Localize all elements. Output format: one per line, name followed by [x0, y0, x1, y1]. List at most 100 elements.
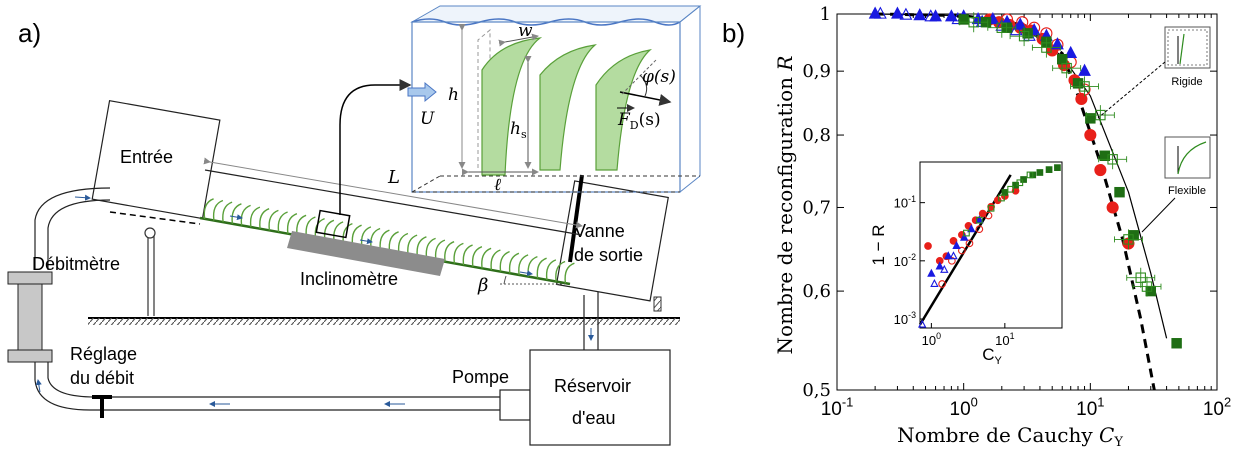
data-point: [965, 239, 974, 248]
data-point: [1001, 189, 1009, 196]
beta-arc: [503, 275, 507, 285]
flowmeter-bottom: [7, 349, 53, 363]
data-point: [958, 14, 969, 25]
inset-y-label: 1 − R: [869, 224, 888, 265]
zoom-arrow: [339, 79, 412, 215]
flexible-label: Flexible: [1168, 185, 1206, 197]
panel-a-schematic: a) Entrée Vanne de sortie: [7, 5, 702, 446]
data-point: [976, 216, 983, 224]
error-bar: [1009, 26, 1039, 47]
inset-axis-ticks: 100 101 10-3 10-2 10-1: [894, 194, 1015, 348]
y-tick-label: 0,7: [802, 197, 831, 218]
blade: [490, 249, 501, 271]
y-axis-label: Nombre de reconfiguration R: [773, 56, 797, 355]
blade: [481, 247, 492, 269]
data-point: [1007, 185, 1015, 193]
rigid-icon: [1179, 33, 1185, 65]
error-bar: [1126, 267, 1156, 288]
pivot: [144, 227, 156, 239]
y-tick-label: 0,5: [802, 380, 831, 401]
data-point: [949, 251, 958, 260]
inset-x-tick-label: 100: [922, 331, 941, 348]
data-point: [899, 7, 913, 20]
flowmeter-label: Débitmètre: [32, 254, 120, 274]
data-point: [1045, 166, 1053, 173]
blade: [360, 226, 372, 247]
valve-label-1: Réglage: [70, 344, 137, 364]
x-tick-label: 102: [1203, 394, 1231, 420]
reservoir-label-1: Réservoir: [554, 376, 631, 396]
blade: [545, 259, 557, 280]
data-point: [935, 261, 944, 270]
blade-1: [481, 37, 543, 176]
inset-y-tick-label: 10-3: [894, 310, 916, 327]
data-point: [948, 256, 956, 265]
blade: [518, 254, 529, 275]
channel-flow-arrow: [359, 238, 373, 245]
data-point: [930, 278, 939, 287]
blade: [564, 262, 575, 284]
flow-arrow-1: [74, 194, 91, 201]
panel-b-label: b): [722, 18, 745, 48]
width-symbol: w: [518, 21, 533, 41]
blade: [222, 201, 233, 223]
error-bar: [987, 17, 1017, 38]
channel-flow-arrow: [519, 270, 533, 277]
data-point: [987, 204, 995, 212]
data-point: [1026, 171, 1034, 179]
data-point: [960, 232, 969, 241]
data-point: [993, 196, 1002, 205]
blade: [499, 250, 510, 272]
data-point: [949, 237, 958, 245]
data-point: [924, 242, 932, 250]
depth-symbol: h: [448, 85, 459, 105]
reservoir-label-2: d'eau: [572, 408, 615, 428]
length-arrow: [203, 157, 583, 229]
data-point: [938, 280, 946, 288]
data-point: [1085, 113, 1096, 124]
data-point: [873, 6, 887, 19]
blade: [425, 237, 436, 259]
drag-force-symbol: FD(s): [617, 110, 661, 132]
blade: [388, 231, 399, 252]
blade: [277, 211, 288, 233]
data-point: [1054, 164, 1061, 171]
blade: [370, 227, 381, 249]
blade: [351, 224, 362, 246]
blade: [268, 209, 279, 231]
inset-y-tick-label: 10-2: [894, 252, 916, 269]
outlet-label-1: Vanne: [574, 221, 625, 241]
rigid-label: Rigide: [1171, 76, 1202, 88]
panel-b-chart: b) 10-1 100 101 102 0,5 0,6 0,7 0,8 0,9 1 Nombre …: [722, 4, 1231, 450]
ground-hatching: [88, 318, 680, 325]
blade: [397, 232, 409, 254]
blade: [249, 206, 261, 228]
panel-a-label: a): [18, 18, 41, 48]
x-tick-label: 100: [950, 394, 978, 420]
blade: [444, 241, 455, 262]
flexible-icon: [1177, 141, 1207, 175]
blade: [212, 199, 224, 221]
blade: [471, 246, 483, 267]
x-tick-label: 101: [1076, 394, 1104, 420]
length-symbol: L: [387, 167, 400, 188]
inset-x-tick-label: 101: [995, 331, 1014, 348]
blade: [453, 242, 464, 264]
blade-3: [595, 49, 652, 171]
blade: [536, 257, 547, 279]
blade: [434, 239, 446, 261]
inlet-grid: [109, 211, 201, 225]
data-point: [1084, 128, 1097, 142]
error-bar: [1052, 58, 1082, 79]
flow-arrow-2: [35, 379, 42, 393]
main-data-points: [868, 6, 1182, 349]
blade-inset: U h w hs ℓ φ(s) FD(s): [407, 5, 702, 195]
pipe-outer-bottom: [34, 362, 500, 411]
y-tick-label: 0,9: [802, 61, 831, 82]
y-tick-label: 1: [820, 4, 831, 25]
blade: [416, 236, 427, 257]
outlet-label-2: de sortie: [574, 245, 643, 265]
data-point: [891, 6, 904, 19]
flowmeter-body: [17, 283, 43, 351]
x-tick-label: 10-1: [821, 394, 854, 420]
